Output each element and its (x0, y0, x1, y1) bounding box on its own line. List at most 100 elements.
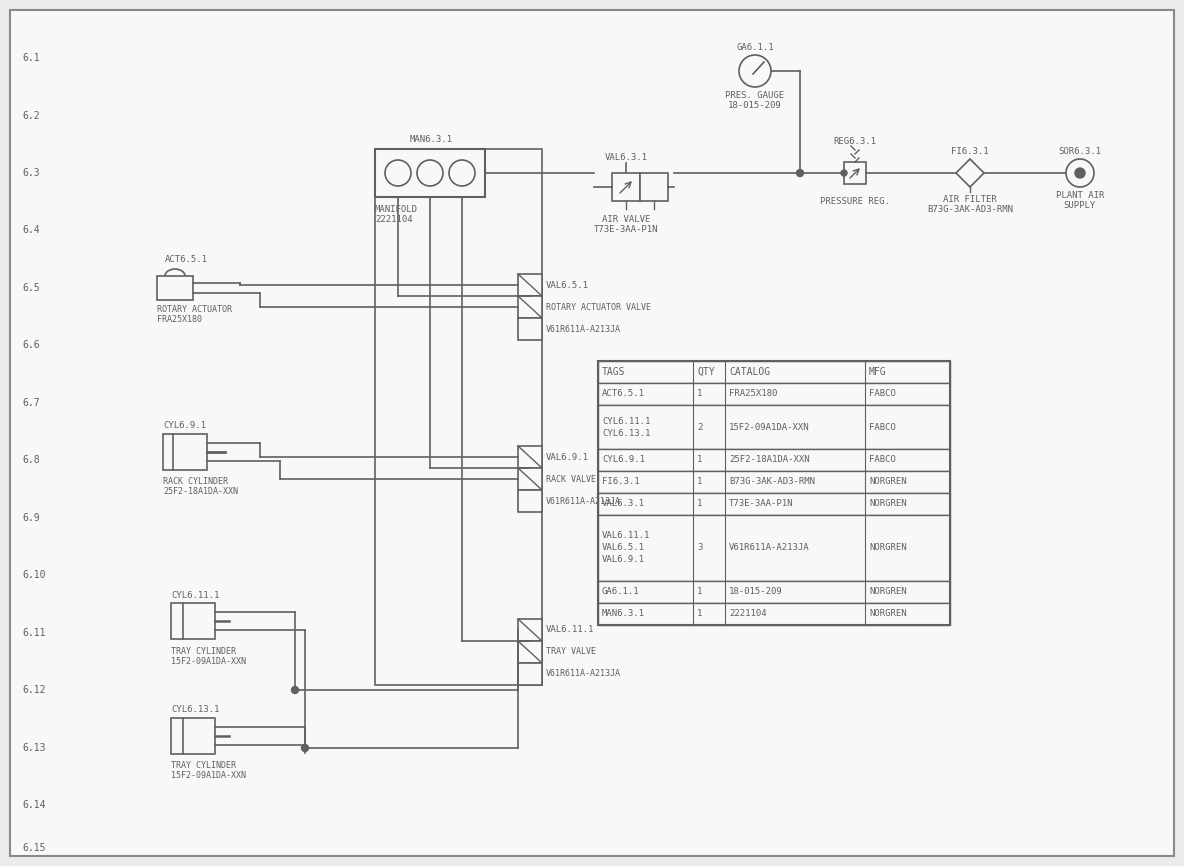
Text: ROTARY ACTUATOR VALVE: ROTARY ACTUATOR VALVE (546, 302, 651, 312)
Text: ACT6.5.1: ACT6.5.1 (165, 255, 208, 264)
Circle shape (302, 745, 309, 752)
Bar (598, 383, 950, 405)
Bar (612, 173, 641, 201)
Bar (519, 619, 542, 641)
Circle shape (1075, 168, 1085, 178)
Bar (519, 318, 542, 340)
Text: VAL6.9.1: VAL6.9.1 (601, 555, 645, 565)
Bar (375, 149, 485, 197)
Text: V61R611A-A213JA: V61R611A-A213JA (546, 325, 620, 333)
Circle shape (1066, 159, 1094, 187)
Text: PLANT AIR: PLANT AIR (1056, 191, 1105, 199)
Text: MFG: MFG (869, 367, 887, 377)
Bar (598, 581, 950, 603)
Text: MAN6.3.1: MAN6.3.1 (601, 610, 645, 618)
Circle shape (417, 160, 443, 186)
Text: VAL6.11.1: VAL6.11.1 (546, 625, 594, 635)
Text: GA6.1.1: GA6.1.1 (736, 42, 774, 51)
Text: 1: 1 (697, 456, 702, 464)
Text: FABCO: FABCO (869, 390, 896, 398)
Text: CYL6.11.1: CYL6.11.1 (601, 417, 650, 425)
Bar (375, 149, 542, 685)
Text: 6.14: 6.14 (22, 800, 45, 810)
Text: 1: 1 (697, 610, 702, 618)
Text: FRA25X180: FRA25X180 (157, 314, 202, 324)
Text: 2221104: 2221104 (729, 610, 766, 618)
Text: 15F2-09A1DA-XXN: 15F2-09A1DA-XXN (729, 423, 810, 431)
Text: NORGREN: NORGREN (869, 544, 907, 553)
Text: REG6.3.1: REG6.3.1 (834, 137, 876, 145)
Text: VAL6.3.1: VAL6.3.1 (605, 153, 648, 163)
Text: CYL6.13.1: CYL6.13.1 (601, 429, 650, 437)
Circle shape (291, 687, 298, 694)
Text: 25F2-18A1DA-XXN: 25F2-18A1DA-XXN (729, 456, 810, 464)
Text: VAL6.3.1: VAL6.3.1 (601, 500, 645, 508)
Text: 18-015-209: 18-015-209 (729, 587, 783, 597)
Bar (598, 471, 950, 493)
Text: NORGREN: NORGREN (869, 610, 907, 618)
Text: FI6.3.1: FI6.3.1 (601, 477, 639, 487)
Text: 6.3: 6.3 (22, 168, 39, 178)
Text: V61R611A-A213JA: V61R611A-A213JA (546, 496, 620, 506)
Bar (641, 173, 668, 201)
Text: CYL6.9.1: CYL6.9.1 (163, 422, 206, 430)
Text: 2221104: 2221104 (375, 215, 413, 223)
Bar (598, 361, 950, 383)
Text: 6.6: 6.6 (22, 340, 39, 350)
Bar (519, 490, 542, 512)
Bar (519, 274, 542, 296)
Text: TRAY VALVE: TRAY VALVE (546, 648, 596, 656)
Bar (598, 515, 950, 581)
Text: NORGREN: NORGREN (869, 500, 907, 508)
Bar (170, 603, 215, 639)
Text: 6.9: 6.9 (22, 513, 39, 523)
Text: 6.15: 6.15 (22, 843, 45, 853)
Text: CYL6.11.1: CYL6.11.1 (170, 591, 219, 599)
Text: RACK CYLINDER: RACK CYLINDER (163, 477, 229, 487)
Text: 6.2: 6.2 (22, 111, 39, 121)
Text: 6.8: 6.8 (22, 455, 39, 465)
Bar (519, 446, 542, 468)
Text: V61R611A-A213JA: V61R611A-A213JA (729, 544, 810, 553)
Bar (844, 162, 866, 184)
Text: TRAY CYLINDER: TRAY CYLINDER (170, 647, 236, 656)
Text: AIR VALVE: AIR VALVE (601, 215, 650, 223)
Circle shape (385, 160, 411, 186)
Bar (598, 449, 950, 471)
Bar (598, 493, 950, 515)
Bar (519, 663, 542, 685)
Text: 25F2-18A1DA-XXN: 25F2-18A1DA-XXN (163, 488, 238, 496)
Text: ACT6.5.1: ACT6.5.1 (601, 390, 645, 398)
Text: ROTARY ACTUATOR: ROTARY ACTUATOR (157, 306, 232, 314)
Text: T73E-3AA-P1N: T73E-3AA-P1N (593, 224, 658, 234)
Text: VAL6.9.1: VAL6.9.1 (546, 453, 588, 462)
Text: CATALOG: CATALOG (729, 367, 770, 377)
Text: 18-015-209: 18-015-209 (728, 101, 781, 111)
Bar (598, 405, 950, 449)
Text: TAGS: TAGS (601, 367, 625, 377)
Text: RACK VALVE: RACK VALVE (546, 475, 596, 483)
Text: 15F2-09A1DA-XXN: 15F2-09A1DA-XXN (170, 656, 246, 665)
Bar (598, 361, 950, 625)
Bar (519, 641, 542, 663)
Text: PRES. GAUGE: PRES. GAUGE (726, 92, 785, 100)
Text: AIR FILTER: AIR FILTER (944, 195, 997, 204)
Text: NORGREN: NORGREN (869, 587, 907, 597)
Text: QTY: QTY (697, 367, 715, 377)
Text: VAL6.5.1: VAL6.5.1 (601, 544, 645, 553)
Text: V61R611A-A213JA: V61R611A-A213JA (546, 669, 620, 678)
Text: CYL6.13.1: CYL6.13.1 (170, 706, 219, 714)
Text: 2: 2 (697, 423, 702, 431)
Text: SUPPLY: SUPPLY (1064, 201, 1096, 210)
Bar (163, 434, 207, 470)
Circle shape (841, 170, 847, 176)
Text: 6.12: 6.12 (22, 685, 45, 695)
Text: PRESSURE REG.: PRESSURE REG. (821, 197, 890, 205)
Text: B73G-3AK-AD3-RMN: B73G-3AK-AD3-RMN (729, 477, 815, 487)
Text: CYL6.9.1: CYL6.9.1 (601, 456, 645, 464)
Text: 6.4: 6.4 (22, 225, 39, 235)
Bar (598, 603, 950, 625)
Polygon shape (955, 159, 984, 187)
Text: MAN6.3.1: MAN6.3.1 (410, 134, 453, 144)
Text: VAL6.5.1: VAL6.5.1 (546, 281, 588, 289)
